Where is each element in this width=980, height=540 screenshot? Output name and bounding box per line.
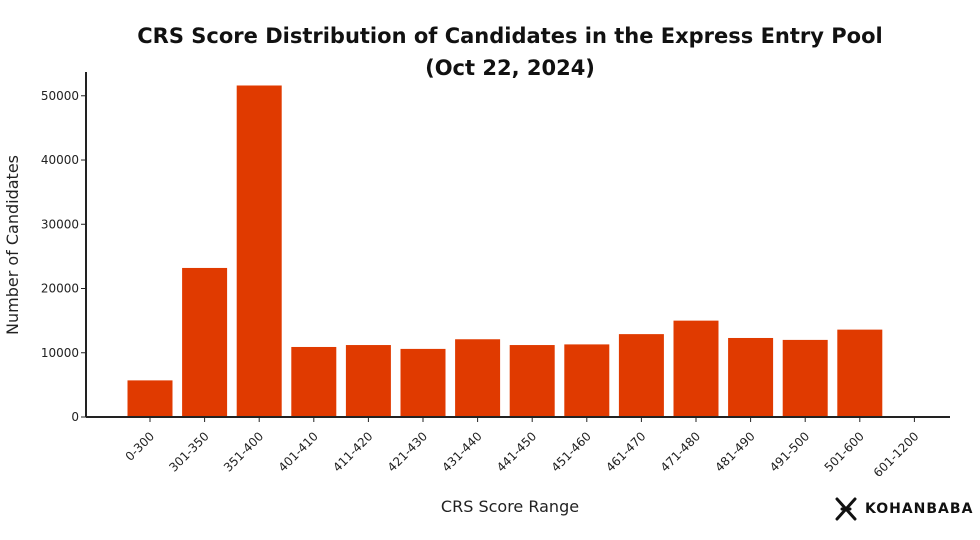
y-ticks-group: 0 10000 20000 30000 40000 50000 (41, 89, 86, 424)
x-tick-label: 461-470 (603, 429, 648, 474)
x-tick-label: 401-410 (276, 429, 321, 474)
x-axis-title: CRS Score Range (441, 497, 579, 516)
y-tick-label: 40000 (41, 153, 79, 167)
bar-481-490 (728, 337, 774, 417)
x-tick-label: 441-450 (494, 429, 539, 474)
x-tick-label: 481-490 (712, 429, 757, 474)
bar-501-600 (837, 329, 883, 417)
chart-title-line1: CRS Score Distribution of Candidates in … (137, 24, 883, 48)
bar-351-400 (236, 85, 282, 417)
x-tick-label: 351-400 (221, 429, 266, 474)
chart-title-line2: (Oct 22, 2024) (425, 56, 595, 80)
x-tick-label: 601-1200 (871, 429, 922, 480)
x-tick-label: 301-350 (166, 429, 211, 474)
bars-group (127, 85, 937, 418)
x-tick-label: 421-430 (385, 429, 430, 474)
x-tick-label: 491-500 (767, 429, 812, 474)
brand-logo: KOHANBABA (833, 496, 973, 522)
bar-461-470 (618, 334, 664, 417)
x-tick-label: 431-440 (439, 429, 484, 474)
brand-name: KOHANBABA (865, 501, 974, 517)
bar-411-420 (345, 345, 391, 417)
x-tick-label: 411-420 (330, 429, 375, 474)
y-tick-label: 0 (71, 410, 79, 424)
kohanbaba-logo-icon (835, 497, 857, 521)
bar-471-480 (673, 320, 719, 417)
bar-0-300 (127, 380, 173, 417)
x-tick-label: 451-460 (549, 429, 594, 474)
bar-491-500 (782, 339, 828, 417)
bar-401-410 (291, 346, 337, 417)
y-tick-label: 50000 (41, 89, 79, 103)
x-tick-label: 471-480 (658, 429, 703, 474)
y-tick-label: 30000 (41, 217, 79, 231)
x-tick-label: 0-300 (123, 429, 158, 464)
bar-421-430 (400, 348, 446, 417)
bar-441-450 (509, 345, 555, 417)
bar-431-440 (455, 339, 501, 417)
y-tick-label: 20000 (41, 282, 79, 296)
y-axis-title: Number of Candidates (3, 155, 22, 335)
bar-301-350 (182, 267, 228, 417)
bar-451-460 (564, 344, 610, 417)
x-ticks-group: 0-300 301-350 351-400 401-410 411-420 421-430… (123, 417, 922, 480)
chart-title: CRS Score Distribution of Candidates in … (0, 20, 980, 84)
x-tick-label: 501-600 (822, 429, 867, 474)
y-tick-label: 10000 (41, 346, 79, 360)
